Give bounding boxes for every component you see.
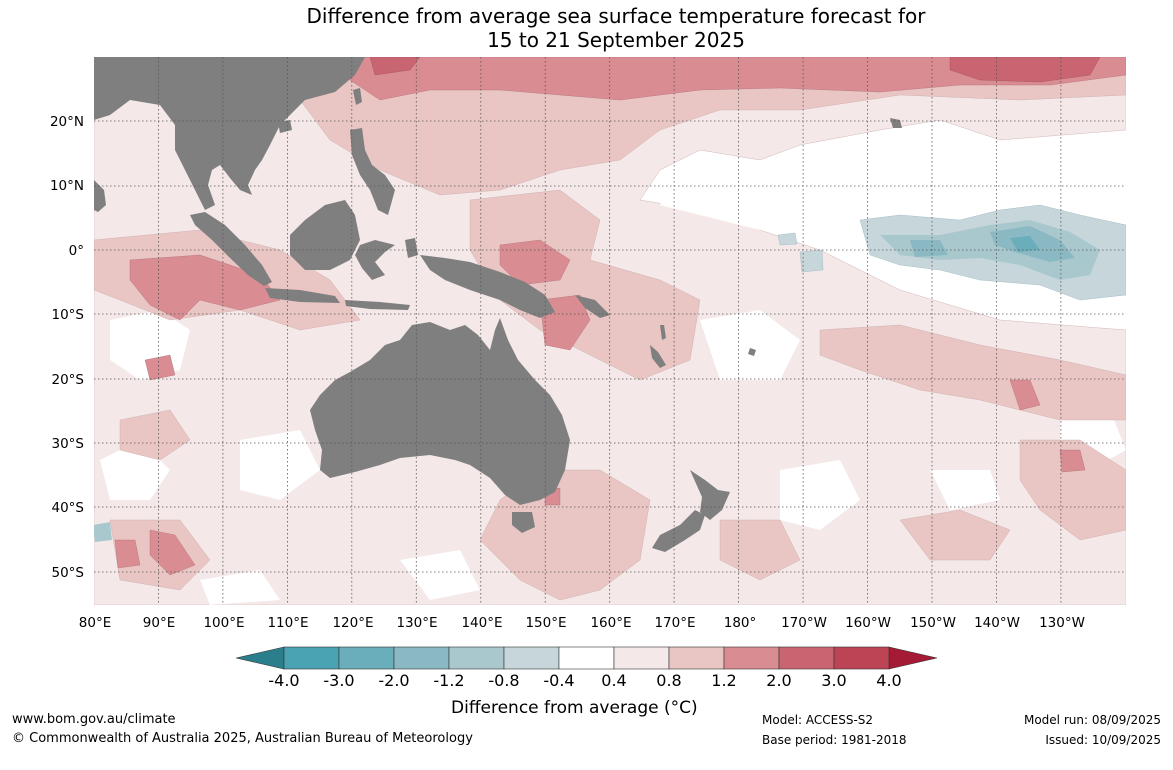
model-run-date: Model run: 08/09/2025 [1023, 713, 1161, 727]
lon-label: 120°E [332, 615, 373, 631]
anomaly-negative-2.0-regions [1010, 236, 1040, 252]
lat-label: 10°S [52, 307, 85, 323]
colorbar-tick-label: 0.8 [656, 671, 682, 690]
colorbar-segment [723, 646, 780, 670]
philippines [350, 128, 395, 215]
map-title-line1: Difference from average sea surface temp… [306, 4, 926, 28]
colorbar-tick-label: 0.4 [601, 671, 627, 690]
lon-label: 130°E [396, 615, 437, 631]
colorbar-tick-label: -0.4 [543, 671, 575, 690]
halmahera [405, 238, 418, 258]
lon-label: 180° [724, 615, 757, 631]
solomon-islands [575, 295, 610, 318]
hainan [278, 120, 292, 133]
graticule [94, 57, 1126, 605]
colorbar-segment [833, 646, 890, 670]
fiji [748, 348, 756, 356]
lat-label: 20°N [50, 114, 84, 130]
hawaii [890, 118, 902, 128]
vanuatu [660, 325, 666, 340]
colorbar-tick-label: -1.2 [433, 671, 465, 690]
lon-label: 100°E [203, 615, 244, 631]
model-name: Model: ACCESS-S2 [762, 713, 874, 727]
colorbar-segment [448, 646, 505, 670]
map-area [94, 57, 1126, 605]
taiwan [353, 88, 362, 105]
colorbar [235, 646, 938, 670]
lon-label: 170°E [654, 615, 695, 631]
lat-label: 20°S [52, 372, 85, 388]
lon-label: 150°W [910, 615, 956, 631]
java [265, 288, 340, 303]
colorbar-tick-label: -2.0 [378, 671, 410, 690]
longitude-labels: 80°E 90°E 100°E 110°E 120°E 130°E 140°E … [79, 615, 1085, 631]
colorbar-right-extension [888, 646, 938, 670]
colorbar-segment [778, 646, 835, 670]
sumatra [190, 212, 272, 286]
colorbar-segment [338, 646, 395, 670]
borneo [290, 200, 360, 270]
lon-label: 150°E [525, 615, 566, 631]
colorbar-left-extension [235, 646, 285, 670]
lat-label: 10°N [50, 178, 84, 194]
colorbar-tick-label: -0.8 [488, 671, 520, 690]
lon-label: 140°W [974, 615, 1020, 631]
sri-lanka-india-tip [94, 180, 106, 212]
new-caledonia [650, 345, 666, 368]
new-guinea [420, 255, 555, 318]
lon-label: 160°W [845, 615, 891, 631]
colorbar-tick-label: 2.0 [766, 671, 792, 690]
colorbar-segment [613, 646, 670, 670]
colorbar-tick-label: 3.0 [821, 671, 847, 690]
website-link[interactable]: www.bom.gov.au/climate [12, 712, 176, 727]
lon-label: 130°W [1039, 615, 1085, 631]
lon-label: 140°E [461, 615, 502, 631]
lat-label: 0° [69, 243, 84, 259]
colorbar-title: Difference from average (°C) [451, 698, 698, 718]
tasmania [512, 512, 535, 533]
australia [310, 318, 570, 505]
lon-label: 110°E [267, 615, 308, 631]
colorbar-tick-label: -3.0 [323, 671, 355, 690]
new-zealand-north [690, 470, 730, 520]
colorbar-segment [283, 646, 340, 670]
colorbar-segment [558, 646, 615, 670]
colorbar-tick-label: 1.2 [711, 671, 737, 690]
latitude-labels: 20°N 10°N 0° 10°S 20°S 30°S 40°S 50°S [50, 114, 84, 581]
colorbar-segment [503, 646, 560, 670]
colorbar-segment [393, 646, 450, 670]
colorbar-tick-label: 4.0 [876, 671, 902, 690]
lat-label: 50°S [52, 565, 85, 581]
copyright-text: © Commonwealth of Australia 2025, Austra… [12, 731, 473, 746]
land-masses [94, 57, 902, 552]
colorbar-tick-label: -4.0 [268, 671, 300, 690]
sulawesi [355, 240, 395, 280]
anomaly-1.2-2.0-regions [114, 57, 1126, 576]
base-period: Base period: 1981-2018 [762, 733, 907, 747]
anomaly-2.0-3.0-regions [369, 57, 1101, 83]
lon-label: 80°E [79, 615, 111, 631]
new-zealand-south [652, 510, 705, 552]
lesser-sunda [345, 300, 410, 310]
map-title-line2: 15 to 21 September 2025 [487, 28, 745, 52]
lon-label: 160°E [590, 615, 631, 631]
lon-label: 170°W [781, 615, 827, 631]
asia-mainland [94, 57, 365, 210]
lat-label: 30°S [52, 436, 85, 452]
colorbar-segment [668, 646, 725, 670]
lon-label: 90°E [143, 615, 175, 631]
anomaly-0.8-1.2-regions [94, 57, 1126, 601]
lat-label: 40°S [52, 500, 85, 516]
map-title: Difference from average sea surface temp… [0, 4, 1173, 52]
issued-date: Issued: 10/09/2025 [1045, 733, 1161, 747]
